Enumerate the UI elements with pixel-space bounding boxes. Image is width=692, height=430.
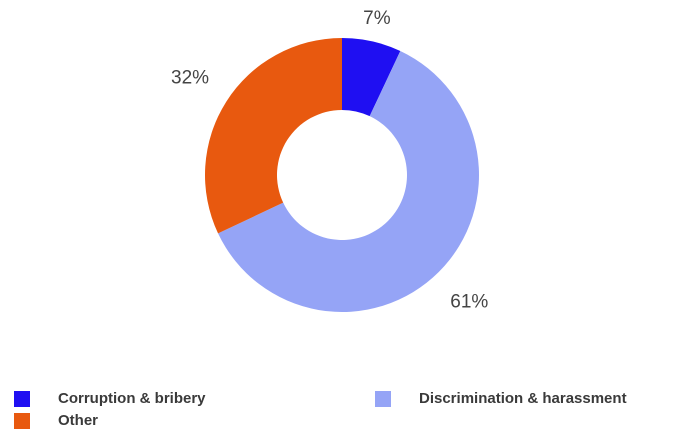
donut-slice bbox=[218, 51, 479, 312]
legend-label: Discrimination & harassment bbox=[419, 390, 627, 407]
donut-slice bbox=[342, 38, 401, 117]
donut-slice bbox=[205, 38, 342, 234]
legend-swatch bbox=[14, 413, 30, 429]
legend-swatch bbox=[14, 391, 30, 407]
legend-swatch bbox=[375, 391, 391, 407]
value-label: 7% bbox=[363, 8, 391, 29]
value-label: 61% bbox=[450, 291, 488, 312]
legend-label: Other bbox=[58, 412, 98, 429]
value-label: 32% bbox=[171, 68, 209, 89]
legend-label: Corruption & bribery bbox=[58, 390, 206, 407]
